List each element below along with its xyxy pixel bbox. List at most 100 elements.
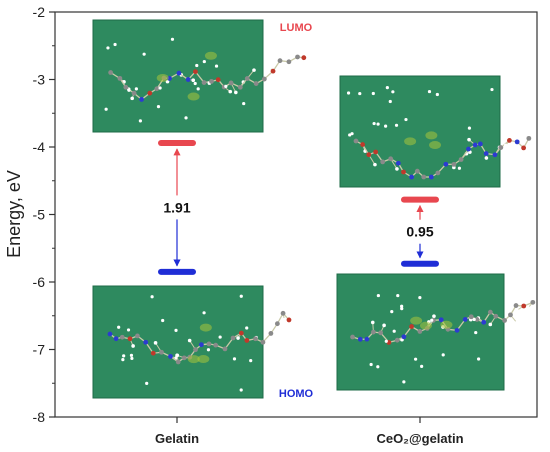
orbital-lobe [404,137,417,146]
hydrogen-atom [252,68,256,72]
atom [206,341,212,347]
atom [483,151,489,156]
atom [253,336,258,342]
ceo2-homo-panel [336,273,536,391]
orbital-lobe [199,323,212,332]
x-axis-ticks: Gelatin CeO₂@gelatin [155,417,464,446]
hydrogen-atom [184,116,188,120]
atom [139,97,145,102]
hydrogen-atom [350,132,354,136]
hydrogen-atom [156,105,161,109]
atom [113,336,119,342]
hydrogen-atom [370,320,375,325]
hydrogen-atom [202,59,206,64]
atom [119,334,125,340]
atom [417,329,423,334]
hydrogen-atom [134,87,138,91]
atom [514,139,520,145]
hydrogen-atom [206,348,211,352]
hydrogen-atom [396,293,400,298]
atom [108,70,114,75]
atom [472,142,478,148]
atom [270,68,276,74]
hydrogen-atom [153,341,158,345]
hydrogen-atom [400,307,404,311]
hydrogen-atom [191,78,196,82]
orbital-illustrations [92,19,536,399]
atom [222,346,228,352]
atom [193,69,198,75]
hydrogen-atom [232,357,237,361]
hydrogen-atom [158,86,162,90]
atom [181,355,187,361]
hydrogen-atom [395,167,399,171]
hydrogen-atom [214,64,219,68]
orbital-lobe [410,316,423,325]
atom [487,309,493,315]
atom [493,313,499,319]
atom [371,329,376,335]
x-category-label: CeO₂@gelatin [376,431,463,446]
orbital-lobe [156,73,169,82]
hydrogen-atom [202,311,206,315]
atom [201,80,207,85]
y-tick-label: -8 [33,409,46,425]
atom [409,174,414,180]
hydrogen-atom [474,330,478,335]
hydrogen-atom [218,335,222,339]
atom [215,77,221,83]
y-tick-label: -3 [33,72,46,88]
atom [513,303,519,308]
hydrogen-atom [282,317,287,322]
hydrogen-atom [170,37,175,41]
atom [277,58,283,64]
gelatin-lumo-panel [92,19,307,133]
hydrogen-atom [435,92,439,97]
hydrogen-atom [117,325,121,329]
hydrogen-atom [131,344,135,348]
band-gap-label: 0.95 [406,224,433,240]
atom [123,84,129,90]
atom [526,135,532,141]
atom [394,337,400,343]
atom [498,145,504,150]
atom [414,168,420,174]
ceo2-lumo-panel [339,75,532,188]
energy-levels: 1.91 0.95 [158,139,439,275]
atom [364,336,370,342]
orbital-lobe [425,131,438,140]
hydrogen-atom [372,121,376,126]
atom [409,324,414,329]
atom [521,145,527,151]
atom [260,339,266,345]
hydrogen-atom [467,126,472,130]
atom [147,90,153,96]
atom [150,350,156,356]
hydrogen-atom [467,137,471,142]
atom [143,339,149,345]
hydrogen-atom [472,317,476,322]
atom [481,319,487,325]
atom [462,316,468,322]
atom [378,330,384,336]
atom [477,141,483,147]
hydrogen-atom [392,329,396,333]
atom [209,78,214,84]
atom [458,157,464,162]
hydrogen-atom [457,166,462,170]
y-axis-label: Energy, eV [4,170,24,258]
hydrogen-atom [122,354,126,358]
hydrogen-atom [488,322,493,327]
hydrogen-atom [384,339,388,343]
atom [454,327,460,333]
orbital-lobe [204,51,217,60]
y-tick-label: -2 [33,4,46,20]
atom [373,149,379,155]
hydrogen-atom [371,91,375,96]
atom [244,338,250,343]
atom [176,70,182,76]
hydrogen-atom [175,353,180,358]
hydrogen-atom [526,306,530,310]
hydrogen-atom [413,357,418,361]
hydrogen-atom [384,124,388,128]
